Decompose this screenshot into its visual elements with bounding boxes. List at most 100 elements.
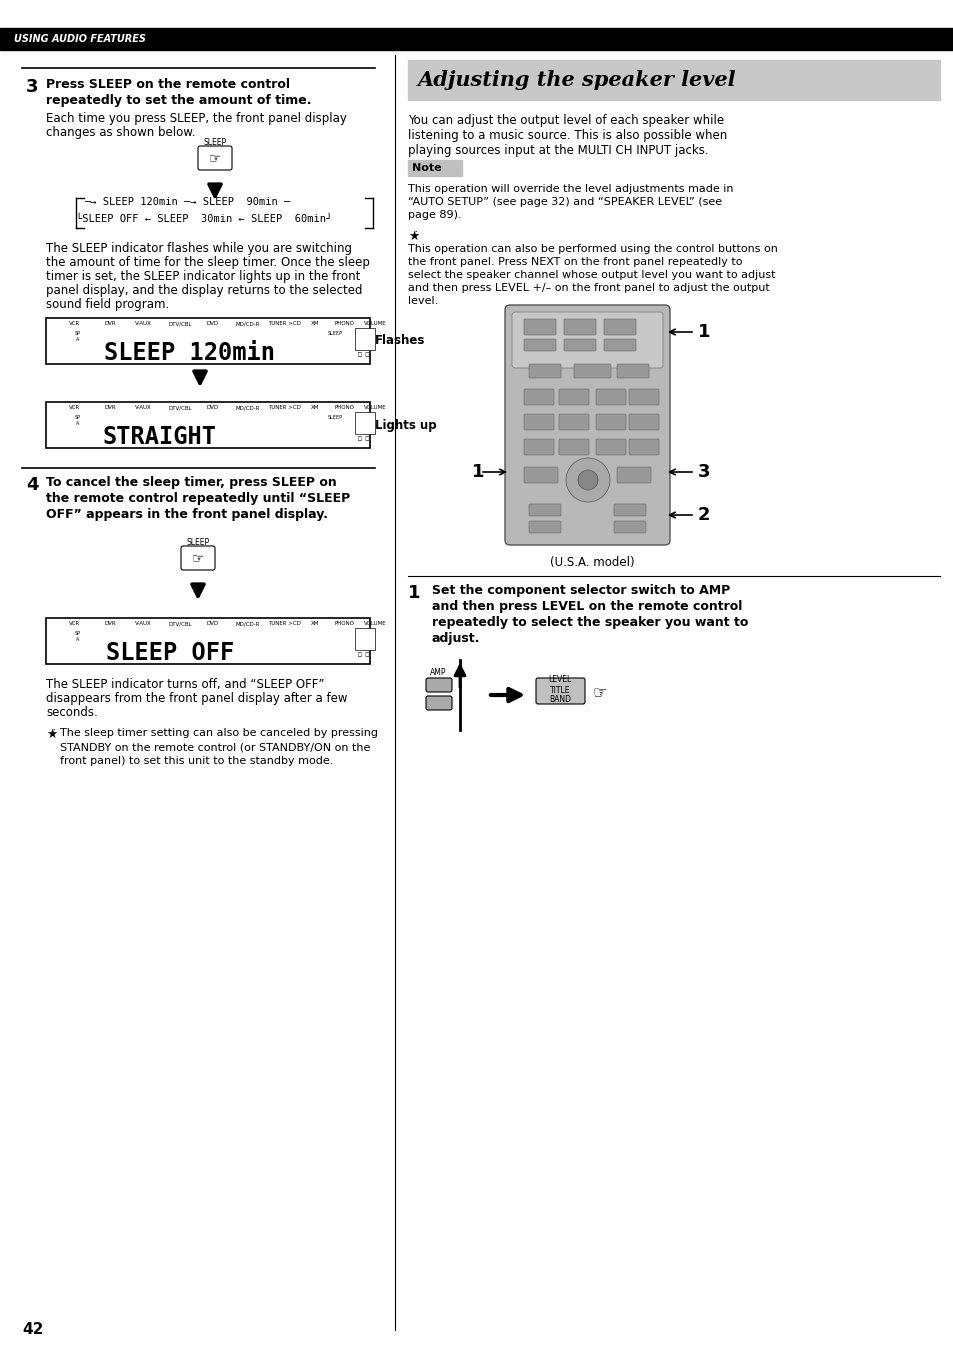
Text: 3: 3	[26, 78, 38, 96]
Text: 42: 42	[22, 1322, 43, 1337]
Text: DVD: DVD	[207, 621, 219, 625]
Circle shape	[565, 458, 609, 501]
Text: SP: SP	[75, 631, 81, 636]
Text: To cancel the sleep timer, press SLEEP on: To cancel the sleep timer, press SLEEP o…	[46, 476, 336, 489]
Text: panel display, and the display returns to the selected: panel display, and the display returns t…	[46, 284, 362, 297]
FancyBboxPatch shape	[523, 414, 554, 430]
FancyBboxPatch shape	[536, 678, 584, 704]
Text: MD/CD-R: MD/CD-R	[235, 404, 260, 410]
Text: seconds.: seconds.	[46, 706, 97, 718]
Bar	[46, 402, 370, 448]
Text: (U.S.A. model): (U.S.A. model)	[549, 555, 634, 569]
FancyBboxPatch shape	[617, 364, 648, 377]
Text: MD/CD-R: MD/CD-R	[235, 621, 260, 625]
Text: SP: SP	[75, 415, 81, 421]
Text: select the speaker channel whose output level you want to adjust: select the speaker channel whose output …	[408, 270, 775, 280]
Text: SLEEP: SLEEP	[327, 415, 342, 421]
Bar	[355, 628, 375, 650]
Text: timer is set, the SLEEP indicator lights up in the front: timer is set, the SLEEP indicator lights…	[46, 270, 360, 283]
Text: and then press LEVEL +/– on the front panel to adjust the output: and then press LEVEL +/– on the front pa…	[408, 283, 769, 293]
Text: Adjusting the speaker level: Adjusting the speaker level	[417, 70, 736, 90]
Text: 4: 4	[26, 476, 38, 493]
Bar	[408, 160, 461, 177]
Bar	[355, 412, 375, 434]
Text: 2: 2	[698, 506, 710, 524]
Text: PHONO: PHONO	[335, 321, 355, 326]
Text: Note: Note	[412, 163, 441, 173]
Text: Set the component selector switch to AMP: Set the component selector switch to AMP	[432, 584, 729, 597]
Text: DVR: DVR	[104, 404, 115, 410]
Text: DVD: DVD	[207, 404, 219, 410]
Text: “AUTO SETUP” (see page 32) and “SPEAKER LEVEL” (see: “AUTO SETUP” (see page 32) and “SPEAKER …	[408, 197, 721, 208]
Text: TUNER >CD: TUNER >CD	[267, 621, 300, 625]
Bar	[408, 61, 939, 100]
FancyBboxPatch shape	[617, 466, 650, 483]
Text: VCR: VCR	[70, 321, 81, 326]
Text: XM: XM	[311, 404, 319, 410]
Text: DVD: DVD	[207, 321, 219, 326]
Text: -40: -40	[357, 417, 371, 422]
FancyBboxPatch shape	[596, 390, 625, 404]
Bar	[46, 318, 370, 364]
Text: LEVEL: LEVEL	[548, 675, 571, 683]
Text: STRAIGHT: STRAIGHT	[103, 425, 216, 449]
Text: This operation can also be performed using the control buttons on: This operation can also be performed usi…	[408, 244, 777, 253]
FancyBboxPatch shape	[628, 390, 659, 404]
Bar	[0, 28, 953, 50]
Text: DTV/CBL: DTV/CBL	[168, 321, 192, 326]
Text: A: A	[76, 638, 80, 642]
Text: the amount of time for the sleep timer. Once the sleep: the amount of time for the sleep timer. …	[46, 256, 370, 270]
FancyBboxPatch shape	[614, 520, 645, 532]
Text: Press SLEEP on the remote control: Press SLEEP on the remote control	[46, 78, 290, 92]
FancyBboxPatch shape	[523, 466, 558, 483]
Text: listening to a music source. This is also possible when: listening to a music source. This is als…	[408, 129, 726, 142]
Text: ☞: ☞	[192, 551, 204, 565]
Text: The sleep timer setting can also be canceled by pressing: The sleep timer setting can also be canc…	[60, 728, 377, 737]
Text: TUNER >CD: TUNER >CD	[267, 404, 300, 410]
Text: ☞: ☞	[593, 683, 607, 702]
Text: ★̇: ★̇	[408, 231, 418, 243]
FancyBboxPatch shape	[563, 319, 596, 336]
Text: □ □: □ □	[357, 352, 369, 357]
FancyBboxPatch shape	[529, 520, 560, 532]
Text: XM: XM	[311, 621, 319, 625]
FancyBboxPatch shape	[529, 504, 560, 516]
Text: VOLUME: VOLUME	[363, 321, 386, 326]
Text: changes as shown below.: changes as shown below.	[46, 125, 195, 139]
Text: USING AUDIO FEATURES: USING AUDIO FEATURES	[14, 34, 146, 44]
FancyBboxPatch shape	[426, 696, 452, 710]
Text: SLEEP: SLEEP	[327, 332, 342, 336]
Text: Each time you press SLEEP, the front panel display: Each time you press SLEEP, the front pan…	[46, 112, 347, 125]
Text: STANDBY on the remote control (or STANDBY/ON on the: STANDBY on the remote control (or STANDB…	[60, 741, 370, 752]
Text: ─→ SLEEP 120min ─→ SLEEP  90min ─: ─→ SLEEP 120min ─→ SLEEP 90min ─	[84, 197, 290, 208]
Text: DTV/CBL: DTV/CBL	[168, 621, 192, 625]
Text: -40: -40	[357, 632, 371, 638]
FancyBboxPatch shape	[512, 311, 662, 368]
Text: 1: 1	[472, 462, 484, 481]
Text: DVR: DVR	[104, 621, 115, 625]
FancyBboxPatch shape	[504, 305, 669, 545]
Text: 1: 1	[408, 584, 420, 603]
Text: SLEEP OFF: SLEEP OFF	[106, 642, 233, 665]
FancyBboxPatch shape	[563, 338, 596, 350]
Text: V-AUX: V-AUX	[134, 621, 152, 625]
FancyBboxPatch shape	[523, 439, 554, 456]
Text: front panel) to set this unit to the standby mode.: front panel) to set this unit to the sta…	[60, 756, 333, 766]
FancyBboxPatch shape	[603, 319, 636, 336]
Bar	[46, 617, 370, 665]
FancyBboxPatch shape	[558, 390, 588, 404]
Text: and then press LEVEL on the remote control: and then press LEVEL on the remote contr…	[432, 600, 741, 613]
FancyBboxPatch shape	[558, 414, 588, 430]
Text: VCR: VCR	[70, 621, 81, 625]
FancyBboxPatch shape	[614, 504, 645, 516]
Text: VOLUME: VOLUME	[363, 404, 386, 410]
Circle shape	[578, 470, 598, 491]
FancyBboxPatch shape	[523, 390, 554, 404]
Text: ★̇: ★̇	[46, 728, 57, 741]
Text: TV: TV	[435, 701, 442, 705]
Text: SLEEP 120min: SLEEP 120min	[105, 341, 275, 365]
FancyBboxPatch shape	[529, 364, 560, 377]
Text: DTV/CBL: DTV/CBL	[168, 404, 192, 410]
Text: └SLEEP OFF ← SLEEP  30min ← SLEEP  60min┘: └SLEEP OFF ← SLEEP 30min ← SLEEP 60min┘	[76, 214, 332, 224]
FancyBboxPatch shape	[523, 319, 556, 336]
